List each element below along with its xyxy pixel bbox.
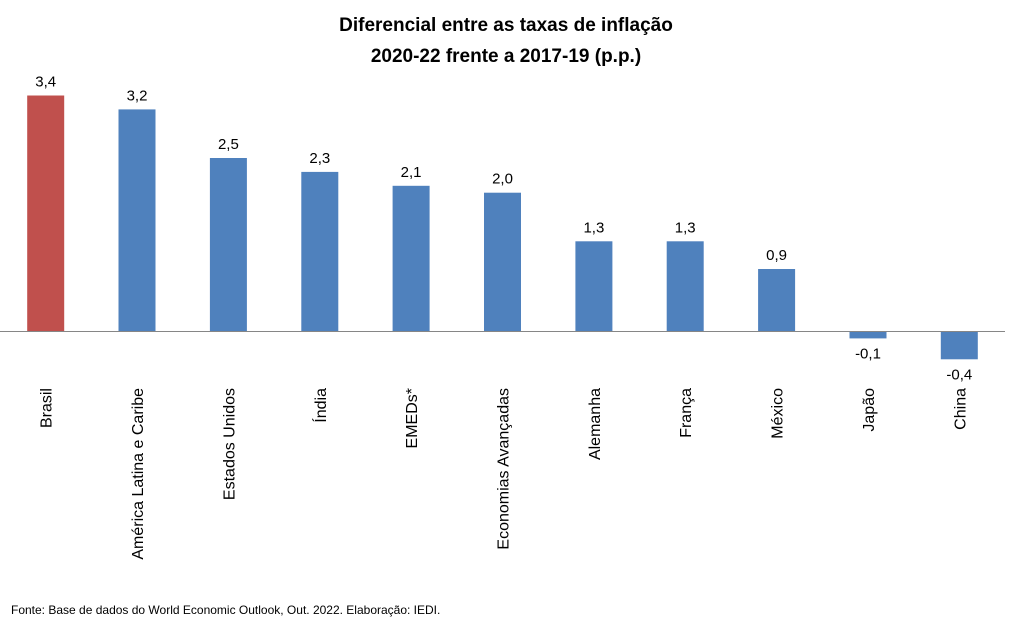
bar-2	[209, 158, 247, 332]
category-label-6: Alemanha	[587, 388, 604, 460]
bar-1	[118, 109, 156, 332]
category-label-8: México	[770, 388, 787, 439]
category-label-3: Índia	[311, 388, 330, 423]
plot-area: 3,4 Brasil 3,2 América Latina e Caribe 2,5 Es…	[0, 74, 1005, 560]
bar-7	[666, 241, 704, 332]
data-label-5: 2,0	[492, 171, 513, 188]
category-label-4: EMEDs*	[404, 388, 421, 448]
data-label-3: 2,3	[309, 150, 330, 167]
bar-9	[849, 331, 887, 339]
data-label-7: 1,3	[675, 219, 696, 236]
source-note: Fonte: Base de dados do World Economic O…	[11, 603, 441, 617]
bar-chart: Diferencial entre as taxas de inflação 2…	[0, 15, 1005, 560]
bar-0	[27, 95, 65, 332]
category-label-2: Estados Unidos	[221, 388, 238, 500]
chart-title-line-1: Diferencial entre as taxas de inflação	[339, 15, 673, 36]
bar-8	[758, 269, 796, 332]
data-label-4: 2,1	[401, 164, 422, 181]
category-label-9: Japão	[861, 388, 878, 432]
data-label-9: -0,1	[855, 345, 881, 362]
bar-5	[484, 192, 521, 332]
category-label-10: China	[952, 388, 969, 430]
data-label-0: 3,4	[35, 74, 56, 91]
bar-4	[392, 185, 430, 332]
bar-10	[940, 331, 978, 360]
bar-3	[301, 171, 339, 332]
chart-title-line-2: 2020-22 frente a 2017-19 (p.p.)	[371, 46, 641, 67]
data-label-8: 0,9	[766, 247, 787, 264]
category-label-7: França	[678, 388, 695, 438]
category-label-5: Economias Avançadas	[496, 388, 513, 550]
category-label-0: Brasil	[39, 388, 56, 428]
data-label-1: 3,2	[127, 87, 148, 104]
bar-6	[575, 241, 613, 332]
category-label-1: América Latina e Caribe	[130, 388, 147, 560]
data-label-2: 2,5	[218, 136, 239, 153]
data-label-6: 1,3	[583, 219, 604, 236]
data-label-10: -0,4	[946, 366, 972, 383]
